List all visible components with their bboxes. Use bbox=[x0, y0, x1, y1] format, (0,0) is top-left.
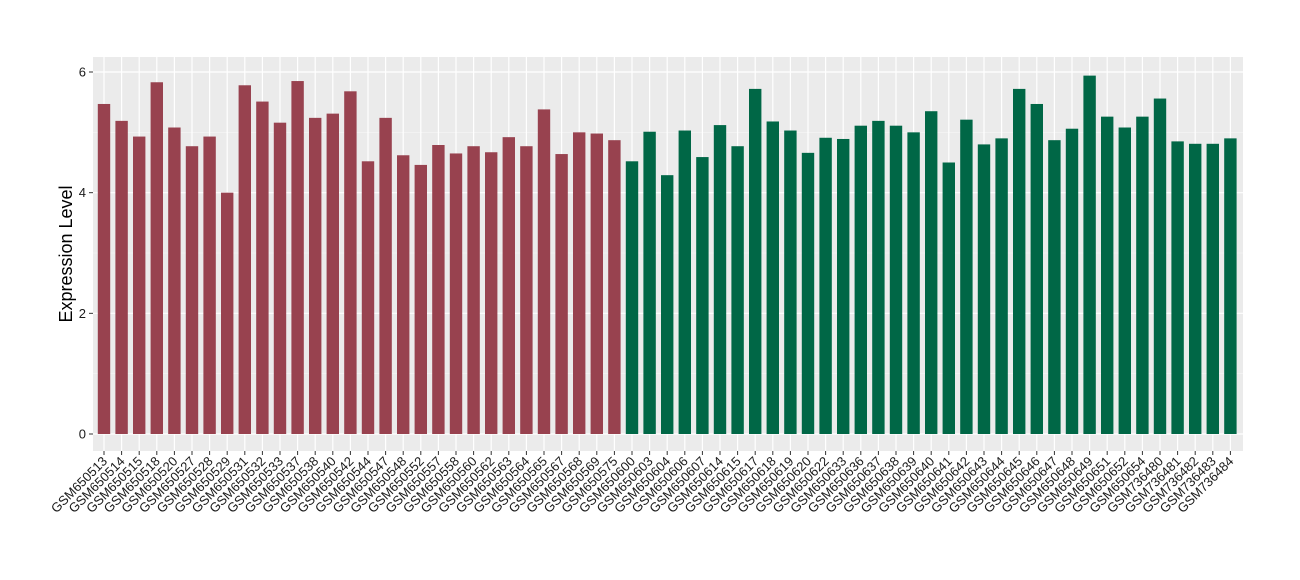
bar bbox=[97, 103, 111, 434]
bar bbox=[520, 146, 533, 434]
bar bbox=[185, 146, 199, 434]
y-axis-title: Expression Level bbox=[56, 185, 76, 322]
bar bbox=[678, 130, 691, 435]
bar bbox=[889, 125, 903, 435]
bar bbox=[819, 137, 832, 434]
bar bbox=[1153, 98, 1167, 435]
bar bbox=[1189, 143, 1202, 434]
bar bbox=[872, 120, 885, 435]
bar bbox=[203, 136, 216, 434]
bar bbox=[731, 146, 744, 434]
bar bbox=[1013, 88, 1026, 434]
bar bbox=[837, 138, 850, 434]
bar bbox=[995, 138, 1008, 434]
bar bbox=[361, 161, 375, 434]
bar bbox=[608, 140, 621, 434]
bars bbox=[97, 75, 1237, 435]
bar bbox=[907, 132, 920, 435]
bar bbox=[766, 121, 779, 435]
bar bbox=[854, 125, 867, 435]
bar bbox=[256, 101, 269, 435]
bar bbox=[1065, 128, 1079, 435]
bar bbox=[1224, 138, 1237, 434]
bar bbox=[625, 161, 639, 434]
bar bbox=[696, 157, 709, 434]
bar bbox=[643, 131, 656, 435]
bar bbox=[133, 136, 146, 434]
bar bbox=[573, 132, 586, 435]
bar bbox=[1083, 75, 1096, 435]
bar bbox=[749, 88, 762, 434]
bar bbox=[273, 122, 287, 435]
bar bbox=[1048, 140, 1061, 434]
bar bbox=[309, 117, 322, 434]
y-tick-label: 6 bbox=[79, 65, 86, 80]
bar bbox=[1118, 127, 1131, 435]
bar bbox=[291, 81, 304, 435]
bar bbox=[432, 145, 445, 434]
y-axis: 0 2 4 6 bbox=[79, 65, 93, 442]
bar bbox=[379, 117, 392, 434]
bar bbox=[1171, 141, 1184, 434]
bar bbox=[502, 137, 515, 434]
bar bbox=[801, 152, 815, 434]
bar bbox=[960, 119, 973, 434]
bar bbox=[555, 154, 568, 434]
bar bbox=[115, 120, 128, 435]
bar bbox=[1101, 116, 1114, 434]
bar bbox=[1030, 103, 1043, 434]
bar bbox=[485, 152, 498, 434]
bar bbox=[942, 162, 955, 434]
x-axis: GSM650513GSM650514GSM650515GSM650518GSM6… bbox=[48, 451, 1237, 516]
bar bbox=[238, 85, 251, 435]
bar bbox=[467, 146, 480, 434]
bar bbox=[414, 164, 427, 434]
bar bbox=[449, 153, 463, 434]
bar bbox=[1136, 116, 1149, 434]
bar bbox=[150, 82, 163, 435]
bar bbox=[661, 175, 674, 435]
y-tick-label: 4 bbox=[79, 185, 86, 200]
bar bbox=[713, 125, 727, 435]
bar bbox=[344, 91, 357, 434]
bar bbox=[784, 130, 797, 435]
bar bbox=[977, 144, 991, 434]
bar bbox=[326, 113, 339, 434]
bar bbox=[397, 155, 410, 434]
bar bbox=[221, 192, 234, 434]
bar bbox=[590, 133, 603, 435]
y-tick-label: 2 bbox=[79, 306, 86, 321]
bar bbox=[925, 111, 938, 434]
bar bbox=[1206, 143, 1219, 434]
bar bbox=[537, 109, 551, 434]
bar bbox=[168, 127, 181, 435]
y-tick-label: 0 bbox=[79, 427, 86, 442]
